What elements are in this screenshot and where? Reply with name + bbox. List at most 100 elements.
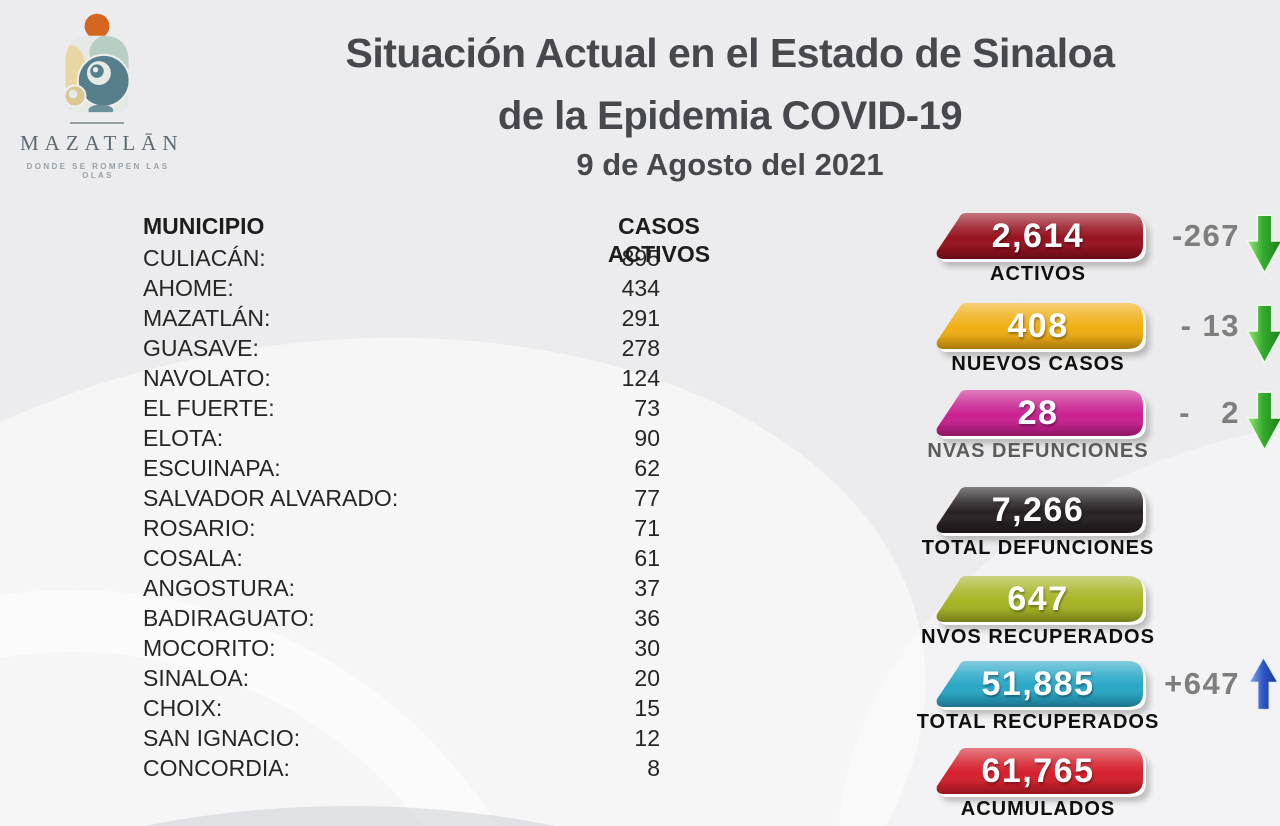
report-title-line-2: de la Epidemia COVID-19 <box>497 94 963 138</box>
municipality-value: 20 <box>634 665 660 691</box>
municipality-value: 71 <box>634 515 660 541</box>
municipality-name: AHOME: <box>143 275 234 301</box>
badge-ribbon-shape <box>936 213 1143 259</box>
stat-badge: 408 <box>930 300 1146 352</box>
municipality-name: EL FUERTE: <box>143 395 275 421</box>
municipality-name: ROSARIO: <box>143 515 256 541</box>
table-row: GUASAVE: 278 <box>143 333 660 363</box>
municipality-name: CONCORDIA: <box>143 755 290 781</box>
stat-delta: - 2 <box>1179 395 1240 430</box>
table-row: ANGOSTURA: 37 <box>143 573 660 603</box>
table-row: CULIACÁN: 895 <box>143 243 660 273</box>
municipality-table-body: CULIACÁN: 895 AHOME: 434 MAZATLÁN: 291 G… <box>143 243 660 783</box>
table-row: SAN IGNACIO: 12 <box>143 723 660 753</box>
stat-value: 2,614 <box>991 217 1085 255</box>
stat-value: 61,765 <box>981 752 1095 790</box>
stat-badge: 647 <box>930 573 1146 625</box>
table-row: CHOIX: 15 <box>143 693 660 723</box>
stat-delta: -267 <box>1171 218 1240 253</box>
stat-card: 61,765 ACUMULADOS <box>930 745 1280 826</box>
column-header-municipio: MUNICIPIO <box>143 213 265 239</box>
municipality-value: 434 <box>621 275 660 301</box>
table-row: BADIRAGUATO: 36 <box>143 603 660 633</box>
stat-card: 7,266 TOTAL DEFUNCIONES <box>922 484 1280 570</box>
municipality-name: BADIRAGUATO: <box>143 605 315 631</box>
municipality-name: CULIACÁN: <box>143 245 266 271</box>
stat-value: 647 <box>1007 580 1069 618</box>
municipality-value: 895 <box>621 245 660 271</box>
table-row: EL FUERTE: 73 <box>143 393 660 423</box>
municipality-value: 77 <box>634 485 660 511</box>
table-row: MAZATLÁN: 291 <box>143 303 660 333</box>
report-header: Situación Actual en el Estado de Sinaloa… <box>260 30 1200 183</box>
municipality-name: SAN IGNACIO: <box>143 725 301 751</box>
municipality-name: NAVOLATO: <box>143 365 271 391</box>
municipality-table: MUNICIPIO CASOS ACTIVOS CULIACÁN: 895 AH… <box>143 212 710 783</box>
municipality-name: GUASAVE: <box>143 335 259 361</box>
stat-label: TOTAL DEFUNCIONES <box>921 537 1155 559</box>
arrow-up-icon <box>1248 656 1279 711</box>
stat-card: 28 NVAS DEFUNCIONES - 2 <box>927 387 1280 473</box>
arrow-down-icon <box>1246 391 1280 451</box>
stat-value: 51,885 <box>981 665 1095 703</box>
logo-divider <box>70 122 124 124</box>
stat-label: NVOS RECUPERADOS <box>921 626 1155 648</box>
badge-ribbon-shape <box>936 303 1143 349</box>
municipality-value: 278 <box>621 335 660 361</box>
stat-label: NUEVOS CASOS <box>951 353 1125 375</box>
table-header-row: MUNICIPIO CASOS ACTIVOS <box>143 212 710 267</box>
table-row: ROSARIO: 71 <box>143 513 660 543</box>
municipality-value: 37 <box>634 575 660 601</box>
stat-label: TOTAL RECUPERADOS <box>916 711 1160 733</box>
stat-label: NVAS DEFUNCIONES <box>927 440 1149 462</box>
table-row: MOCORITO: 30 <box>143 633 660 663</box>
logo-tagline: DONDE SE ROMPEN LAS OLAS <box>26 162 170 180</box>
stat-badge: 7,266 <box>930 484 1146 536</box>
table-row: ELOTA: 90 <box>143 423 660 453</box>
municipality-value: 8 <box>647 755 660 781</box>
stat-badge: 28 <box>930 387 1146 439</box>
municipality-name: MAZATLÁN: <box>143 305 271 331</box>
municipality-value: 36 <box>634 605 660 631</box>
badge-ribbon-shape <box>936 576 1143 622</box>
stat-card: 2,614 ACTIVOS -267 <box>930 210 1280 296</box>
municipality-value: 15 <box>634 695 660 721</box>
municipality-value: 291 <box>621 305 660 331</box>
municipality-value: 12 <box>634 725 660 751</box>
mazatlan-logo: MAZATLĀN DONDE SE ROMPEN LAS OLAS <box>14 8 180 180</box>
municipality-name: CHOIX: <box>143 695 223 721</box>
mazatlan-logo-icon <box>65 13 129 113</box>
table-row: NAVOLATO: 124 <box>143 363 660 393</box>
stat-badge: 61,765 <box>930 745 1146 797</box>
stat-card: 51,885 TOTAL RECUPERADOS +647 <box>917 656 1280 744</box>
municipality-value: 124 <box>621 365 660 391</box>
municipality-name: MOCORITO: <box>143 635 276 661</box>
stat-label: ACUMULADOS <box>960 798 1116 820</box>
table-row: SINALOA: 20 <box>143 663 660 693</box>
badge-ribbon-shape <box>936 390 1143 436</box>
stat-delta: +647 <box>1164 666 1240 701</box>
stat-value: 7,266 <box>991 491 1085 529</box>
stat-badge: 2,614 <box>930 210 1146 262</box>
table-row: ESCUINAPA: 62 <box>143 453 660 483</box>
municipality-value: 30 <box>634 635 660 661</box>
table-row: CONCORDIA: 8 <box>143 753 660 783</box>
stat-card: 647 NVOS RECUPERADOS <box>921 573 1280 659</box>
stat-card: 408 NUEVOS CASOS - 13 <box>930 300 1280 386</box>
report-title-line-1: Situación Actual en el Estado de Sinaloa <box>345 30 1115 76</box>
arrow-down-icon <box>1246 304 1280 364</box>
table-row: COSALA: 61 <box>143 543 660 573</box>
municipality-name: SALVADOR ALVARADO: <box>143 485 399 511</box>
municipality-value: 90 <box>634 425 660 451</box>
table-row: SALVADOR ALVARADO: 77 <box>143 483 660 513</box>
stat-badge: 51,885 <box>930 658 1146 710</box>
badge-ribbon-shape <box>936 748 1143 794</box>
stat-delta: - 13 <box>1180 308 1240 343</box>
municipality-name: ANGOSTURA: <box>143 575 296 601</box>
municipality-name: SINALOA: <box>143 665 250 691</box>
stat-value: 28 <box>1017 394 1059 432</box>
logo-wordmark: MAZATLĀN <box>20 131 184 155</box>
report-date: 9 de Agosto del 2021 <box>576 147 884 182</box>
